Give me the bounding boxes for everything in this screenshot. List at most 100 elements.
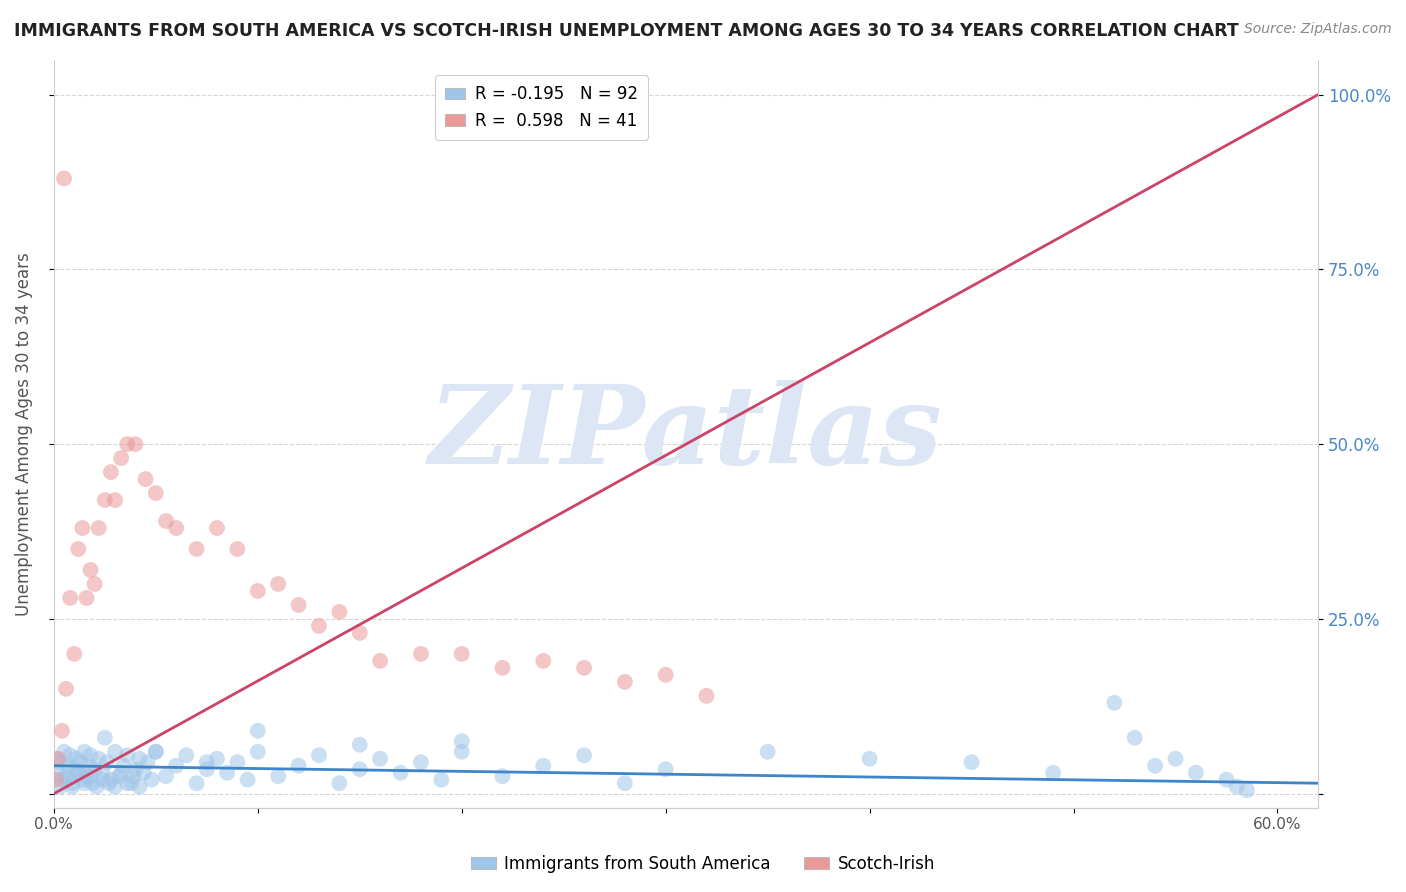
Point bbox=[155, 769, 177, 783]
Point bbox=[100, 772, 122, 787]
Point bbox=[267, 577, 290, 591]
Point bbox=[67, 765, 90, 780]
Point bbox=[51, 723, 73, 738]
Point bbox=[409, 647, 432, 661]
Point bbox=[491, 661, 513, 675]
Point bbox=[100, 465, 122, 479]
Point bbox=[368, 654, 391, 668]
Point bbox=[308, 748, 330, 763]
Point bbox=[132, 765, 155, 780]
Point bbox=[654, 762, 676, 776]
Point bbox=[267, 769, 290, 783]
Point bbox=[91, 765, 114, 780]
Point bbox=[104, 745, 127, 759]
Point bbox=[96, 756, 118, 770]
Point bbox=[51, 772, 73, 787]
Point bbox=[287, 598, 309, 612]
Point bbox=[128, 752, 150, 766]
Point bbox=[1185, 765, 1208, 780]
Point bbox=[104, 780, 127, 794]
Point bbox=[186, 541, 208, 556]
Point bbox=[531, 654, 554, 668]
Point bbox=[176, 748, 198, 763]
Point bbox=[695, 689, 717, 703]
Point bbox=[1226, 780, 1249, 794]
Text: Source: ZipAtlas.com: Source: ZipAtlas.com bbox=[1244, 22, 1392, 37]
Point bbox=[450, 745, 472, 759]
Y-axis label: Unemployment Among Ages 30 to 34 years: Unemployment Among Ages 30 to 34 years bbox=[15, 252, 32, 615]
Point bbox=[55, 772, 77, 787]
Point bbox=[145, 745, 167, 759]
Point bbox=[145, 745, 167, 759]
Point bbox=[287, 758, 309, 772]
Point bbox=[83, 762, 105, 776]
Point bbox=[1236, 783, 1258, 797]
Point bbox=[117, 776, 139, 790]
Point bbox=[75, 769, 97, 783]
Point bbox=[55, 769, 77, 783]
Text: IMMIGRANTS FROM SOUTH AMERICA VS SCOTCH-IRISH UNEMPLOYMENT AMONG AGES 30 TO 34 Y: IMMIGRANTS FROM SOUTH AMERICA VS SCOTCH-… bbox=[14, 22, 1239, 40]
Point bbox=[328, 776, 350, 790]
Point bbox=[960, 756, 983, 770]
Point bbox=[87, 521, 110, 535]
Point bbox=[46, 765, 69, 780]
Point bbox=[82, 776, 104, 790]
Point bbox=[236, 772, 259, 787]
Point bbox=[165, 521, 187, 535]
Point bbox=[136, 756, 159, 770]
Point bbox=[246, 583, 269, 598]
Point bbox=[86, 780, 108, 794]
Point bbox=[49, 780, 72, 794]
Point bbox=[246, 745, 269, 759]
Point bbox=[87, 752, 110, 766]
Point bbox=[79, 769, 101, 783]
Point bbox=[77, 758, 100, 772]
Point bbox=[349, 738, 371, 752]
Point bbox=[83, 577, 105, 591]
Point bbox=[409, 756, 432, 770]
Point bbox=[67, 765, 90, 780]
Point bbox=[613, 776, 636, 790]
Point bbox=[60, 776, 83, 790]
Point bbox=[97, 776, 120, 790]
Point bbox=[450, 647, 472, 661]
Point bbox=[1164, 752, 1187, 766]
Point bbox=[217, 765, 239, 780]
Point bbox=[1104, 696, 1126, 710]
Legend: R = -0.195   N = 92, R =  0.598   N = 41: R = -0.195 N = 92, R = 0.598 N = 41 bbox=[436, 76, 648, 140]
Point bbox=[858, 752, 880, 766]
Point bbox=[145, 486, 167, 500]
Point bbox=[1215, 772, 1237, 787]
Point bbox=[195, 762, 218, 776]
Point bbox=[60, 780, 83, 794]
Point bbox=[613, 674, 636, 689]
Point bbox=[67, 541, 90, 556]
Point bbox=[65, 752, 87, 766]
Point bbox=[124, 437, 146, 451]
Point bbox=[46, 752, 69, 766]
Point bbox=[120, 776, 142, 790]
Point bbox=[72, 521, 94, 535]
Point bbox=[59, 748, 82, 763]
Point bbox=[53, 171, 76, 186]
Point bbox=[654, 668, 676, 682]
Point bbox=[110, 451, 132, 466]
Point bbox=[59, 591, 82, 605]
Point bbox=[45, 772, 67, 787]
Point bbox=[53, 745, 76, 759]
Point bbox=[79, 563, 101, 577]
Point bbox=[79, 748, 101, 763]
Point bbox=[69, 756, 91, 770]
Point bbox=[63, 647, 86, 661]
Point bbox=[531, 758, 554, 772]
Point bbox=[186, 776, 208, 790]
Point bbox=[72, 772, 94, 787]
Point bbox=[91, 772, 114, 787]
Point bbox=[56, 758, 79, 772]
Point bbox=[349, 626, 371, 640]
Point bbox=[205, 521, 228, 535]
Point bbox=[63, 762, 86, 776]
Point bbox=[450, 734, 472, 748]
Point bbox=[112, 758, 135, 772]
Point bbox=[73, 745, 96, 759]
